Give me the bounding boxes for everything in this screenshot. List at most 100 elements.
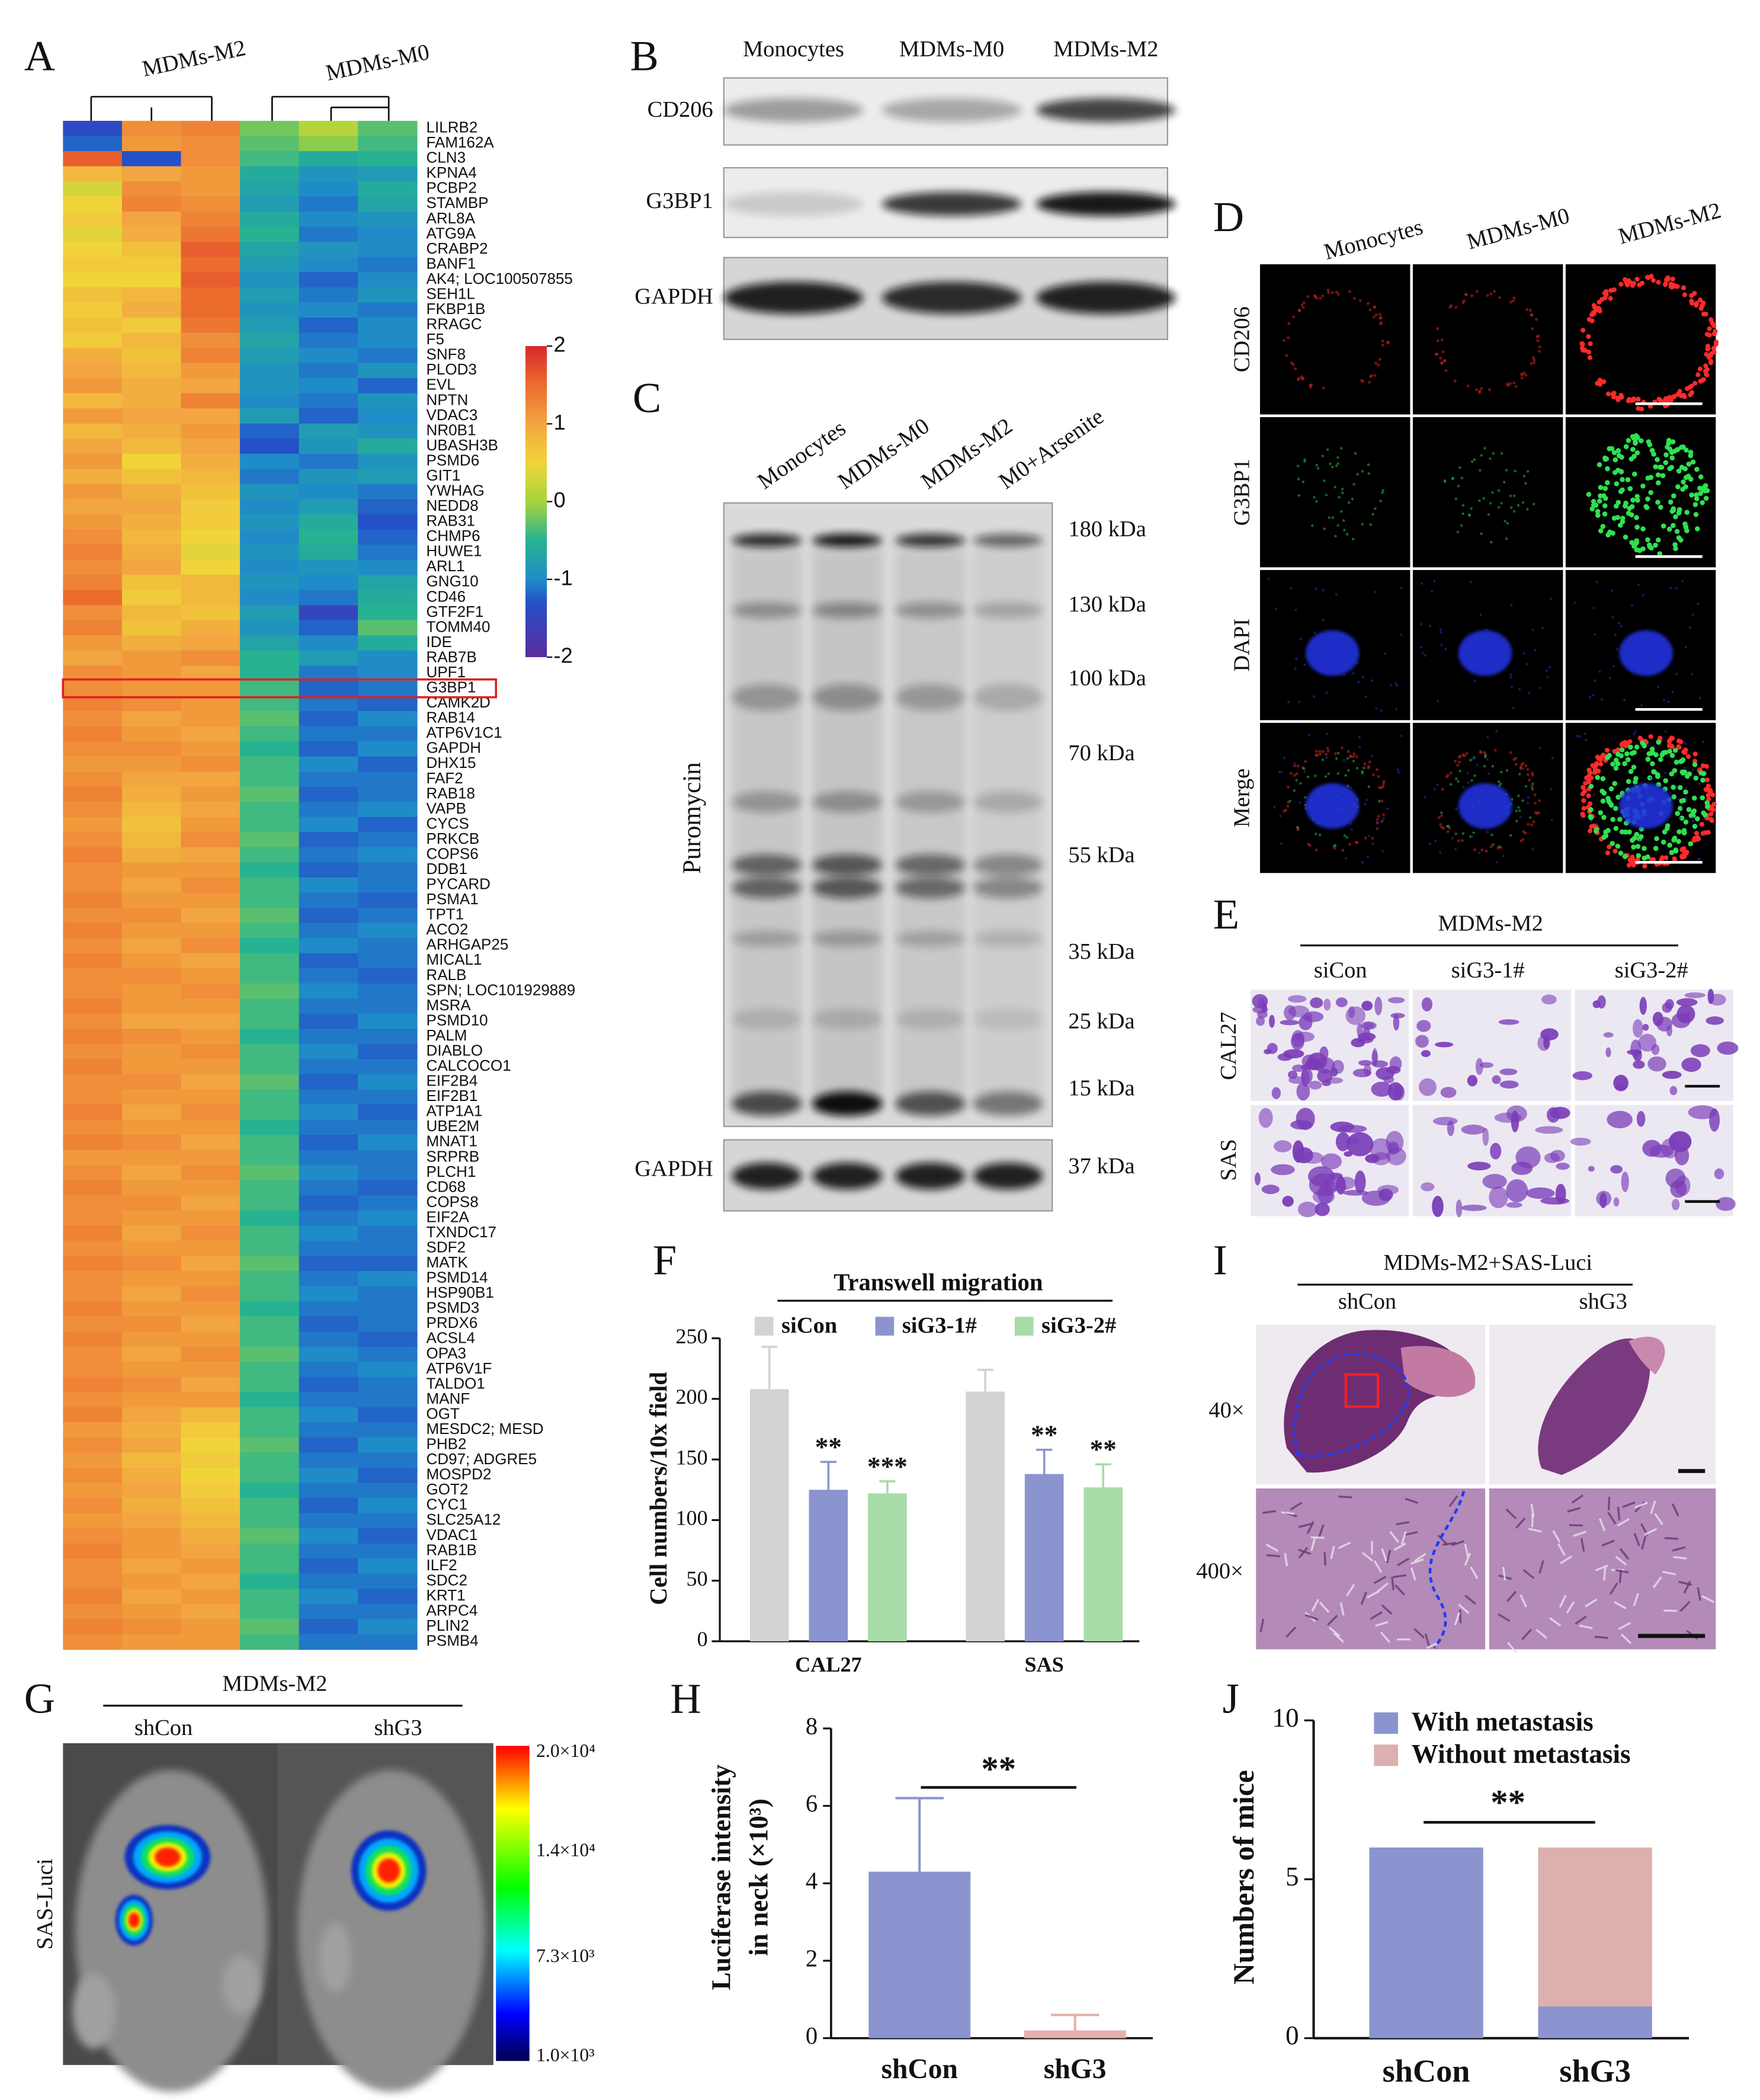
fluorescence-dot — [1301, 306, 1305, 309]
cell-blob — [1613, 1197, 1620, 1207]
fluorescence-dot — [1473, 680, 1476, 683]
heatmap-cell — [240, 545, 300, 561]
cell-blob — [1330, 1121, 1355, 1132]
fluorescence-dot — [1610, 841, 1615, 846]
blot-band — [732, 1008, 802, 1030]
panel-letter: C — [633, 374, 661, 422]
heatmap-cell — [63, 620, 123, 636]
heatmap-cell — [63, 1619, 123, 1635]
fluorescence-dot — [1316, 466, 1320, 470]
fluorescence-dot — [1495, 730, 1498, 733]
micrograph — [1259, 264, 1410, 415]
bar-segment — [1538, 2006, 1652, 2038]
fluorescence-dot — [1595, 380, 1600, 386]
heatmap-cell — [181, 545, 241, 561]
fluorescence-dot — [1666, 526, 1672, 532]
fluorescence-dot — [1522, 475, 1526, 478]
legend-swatch — [1014, 1317, 1034, 1336]
lane-label: MDMs-M2 — [1053, 37, 1158, 62]
signal — [155, 1847, 181, 1867]
fluorescence-dot — [1598, 810, 1604, 815]
blot-band — [881, 191, 1022, 216]
legend-swatch — [754, 1317, 774, 1336]
heatmap-cell — [121, 1286, 182, 1302]
fluorescence-dot — [1624, 751, 1630, 757]
fluorescence-dot — [1679, 769, 1685, 775]
fluorescence-dot — [1638, 839, 1641, 842]
heatmap-cell — [121, 772, 182, 787]
heatmap-cell — [240, 680, 300, 697]
heatmap-cell — [181, 302, 241, 318]
fluorescence-dot — [1698, 774, 1701, 777]
tissue-fiber — [1615, 1569, 1629, 1574]
fluorescence-dot — [1342, 673, 1345, 676]
fluorescence-dot — [1472, 831, 1476, 834]
legend-label: siG3-1# — [902, 1313, 977, 1338]
heatmap-cell — [181, 1240, 241, 1257]
heatmap-cell — [299, 968, 359, 984]
fluorescence-dot — [1315, 750, 1318, 753]
heatmap-cell — [181, 1286, 241, 1302]
fluorescence-dot — [1354, 452, 1357, 455]
heatmap-cell — [299, 1619, 359, 1635]
tissue-fiber — [1266, 1554, 1280, 1558]
nucleus — [1305, 630, 1360, 676]
heatmap-cell — [240, 423, 300, 440]
heatmap-cell — [358, 1029, 418, 1045]
row-label: 40× — [1208, 1398, 1244, 1423]
fluorescence-dot — [1301, 766, 1304, 770]
tissue-fiber — [1502, 1567, 1506, 1581]
tissue-fiber — [1259, 1618, 1265, 1632]
cell-blob — [1421, 1050, 1431, 1057]
fluorescence-dot — [1439, 628, 1442, 631]
gene-label: RALB — [427, 966, 467, 984]
fluorescence-dot — [1293, 789, 1296, 792]
fluorescence-dot — [1602, 295, 1608, 300]
heatmap-cell — [63, 756, 123, 773]
heatmap-cell — [358, 1603, 418, 1620]
fluorescence-dot — [1669, 735, 1675, 741]
fluorescence-dot — [1444, 648, 1447, 651]
fluorescence-dot — [1517, 504, 1520, 507]
heatmap-cell — [63, 1589, 123, 1605]
fluorescence-dot — [1358, 735, 1361, 738]
fluorescence-dot — [1703, 495, 1709, 501]
fluorescence-dot — [1694, 836, 1700, 841]
tumor-outline — [1428, 1490, 1466, 1649]
heatmap-cell — [181, 1483, 241, 1499]
cell-blob — [1676, 998, 1698, 1007]
fluorescence-dot — [1280, 842, 1283, 845]
heatmap-cell — [181, 1376, 241, 1393]
fluorescence-dot — [1497, 780, 1501, 783]
heatmap-cell — [63, 1286, 123, 1302]
fluorescence-dot — [1679, 815, 1685, 821]
fluorescence-dot — [1364, 695, 1367, 698]
fluorescence-dot — [1573, 601, 1576, 604]
fluorescence-dot — [1640, 483, 1646, 489]
heatmap-cell — [358, 741, 418, 757]
heatmap-cell — [63, 772, 123, 787]
fluorescence-dot — [1325, 753, 1328, 756]
fluorescence-dot — [1298, 700, 1301, 703]
fluorescence-dot — [1703, 830, 1708, 835]
tissue-fiber — [1310, 1536, 1325, 1539]
panel-letter: J — [1223, 1675, 1239, 1723]
fluorescence-dot — [1700, 500, 1705, 505]
fluorescence-dot — [1509, 382, 1512, 385]
heatmap-cell — [358, 1437, 418, 1454]
tumor-outline — [1293, 1353, 1410, 1458]
cell-blob — [1540, 1028, 1559, 1041]
fluorescence-dot — [1626, 510, 1631, 516]
heatmap-cell — [181, 1467, 241, 1484]
blot-band — [812, 1091, 882, 1116]
fluorescence-dot — [1674, 760, 1679, 765]
fluorescence-dot — [1510, 686, 1514, 689]
heatmap-cell — [240, 1301, 300, 1317]
heatmap-cell — [299, 1240, 359, 1257]
fluorescence-dot — [1519, 815, 1522, 818]
fluorescence-dot — [1531, 356, 1535, 360]
cell-blob — [1467, 1161, 1491, 1171]
heatmap-cell — [299, 680, 359, 697]
fluorescence-dot — [1526, 767, 1530, 771]
heatmap-cell — [240, 226, 300, 243]
